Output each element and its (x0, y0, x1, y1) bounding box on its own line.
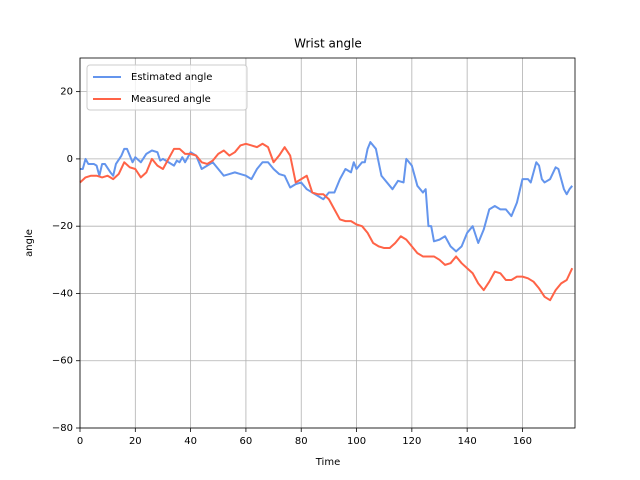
x-tick-label: 60 (240, 436, 253, 447)
plot-frame (79, 57, 576, 429)
x-tick-label: 40 (184, 436, 197, 447)
chart-title: Wrist angle (294, 37, 362, 51)
y-tick-label: −80 (52, 423, 73, 434)
y-tick-label: −60 (52, 356, 73, 367)
legend-label: Measured angle (131, 94, 211, 105)
x-tick-label: 160 (513, 436, 532, 447)
x-axis-label: Time (315, 457, 340, 468)
y-axis-label: angle (24, 229, 35, 257)
y-tick-label: −40 (52, 288, 73, 299)
legend-label: Estimated angle (131, 72, 212, 83)
x-tick-label: 80 (295, 436, 308, 447)
legend-box (86, 64, 248, 111)
x-tick-label: 20 (129, 436, 142, 447)
x-tick-label: 140 (458, 436, 477, 447)
y-tick-label: 0 (67, 154, 73, 165)
data-line (79, 142, 574, 302)
x-tick-label: 0 (77, 436, 83, 447)
x-tick-label: 120 (402, 436, 421, 447)
y-tick-label: 20 (60, 87, 73, 98)
y-tick-label: −20 (52, 221, 73, 232)
x-tick-label: 100 (347, 436, 366, 447)
